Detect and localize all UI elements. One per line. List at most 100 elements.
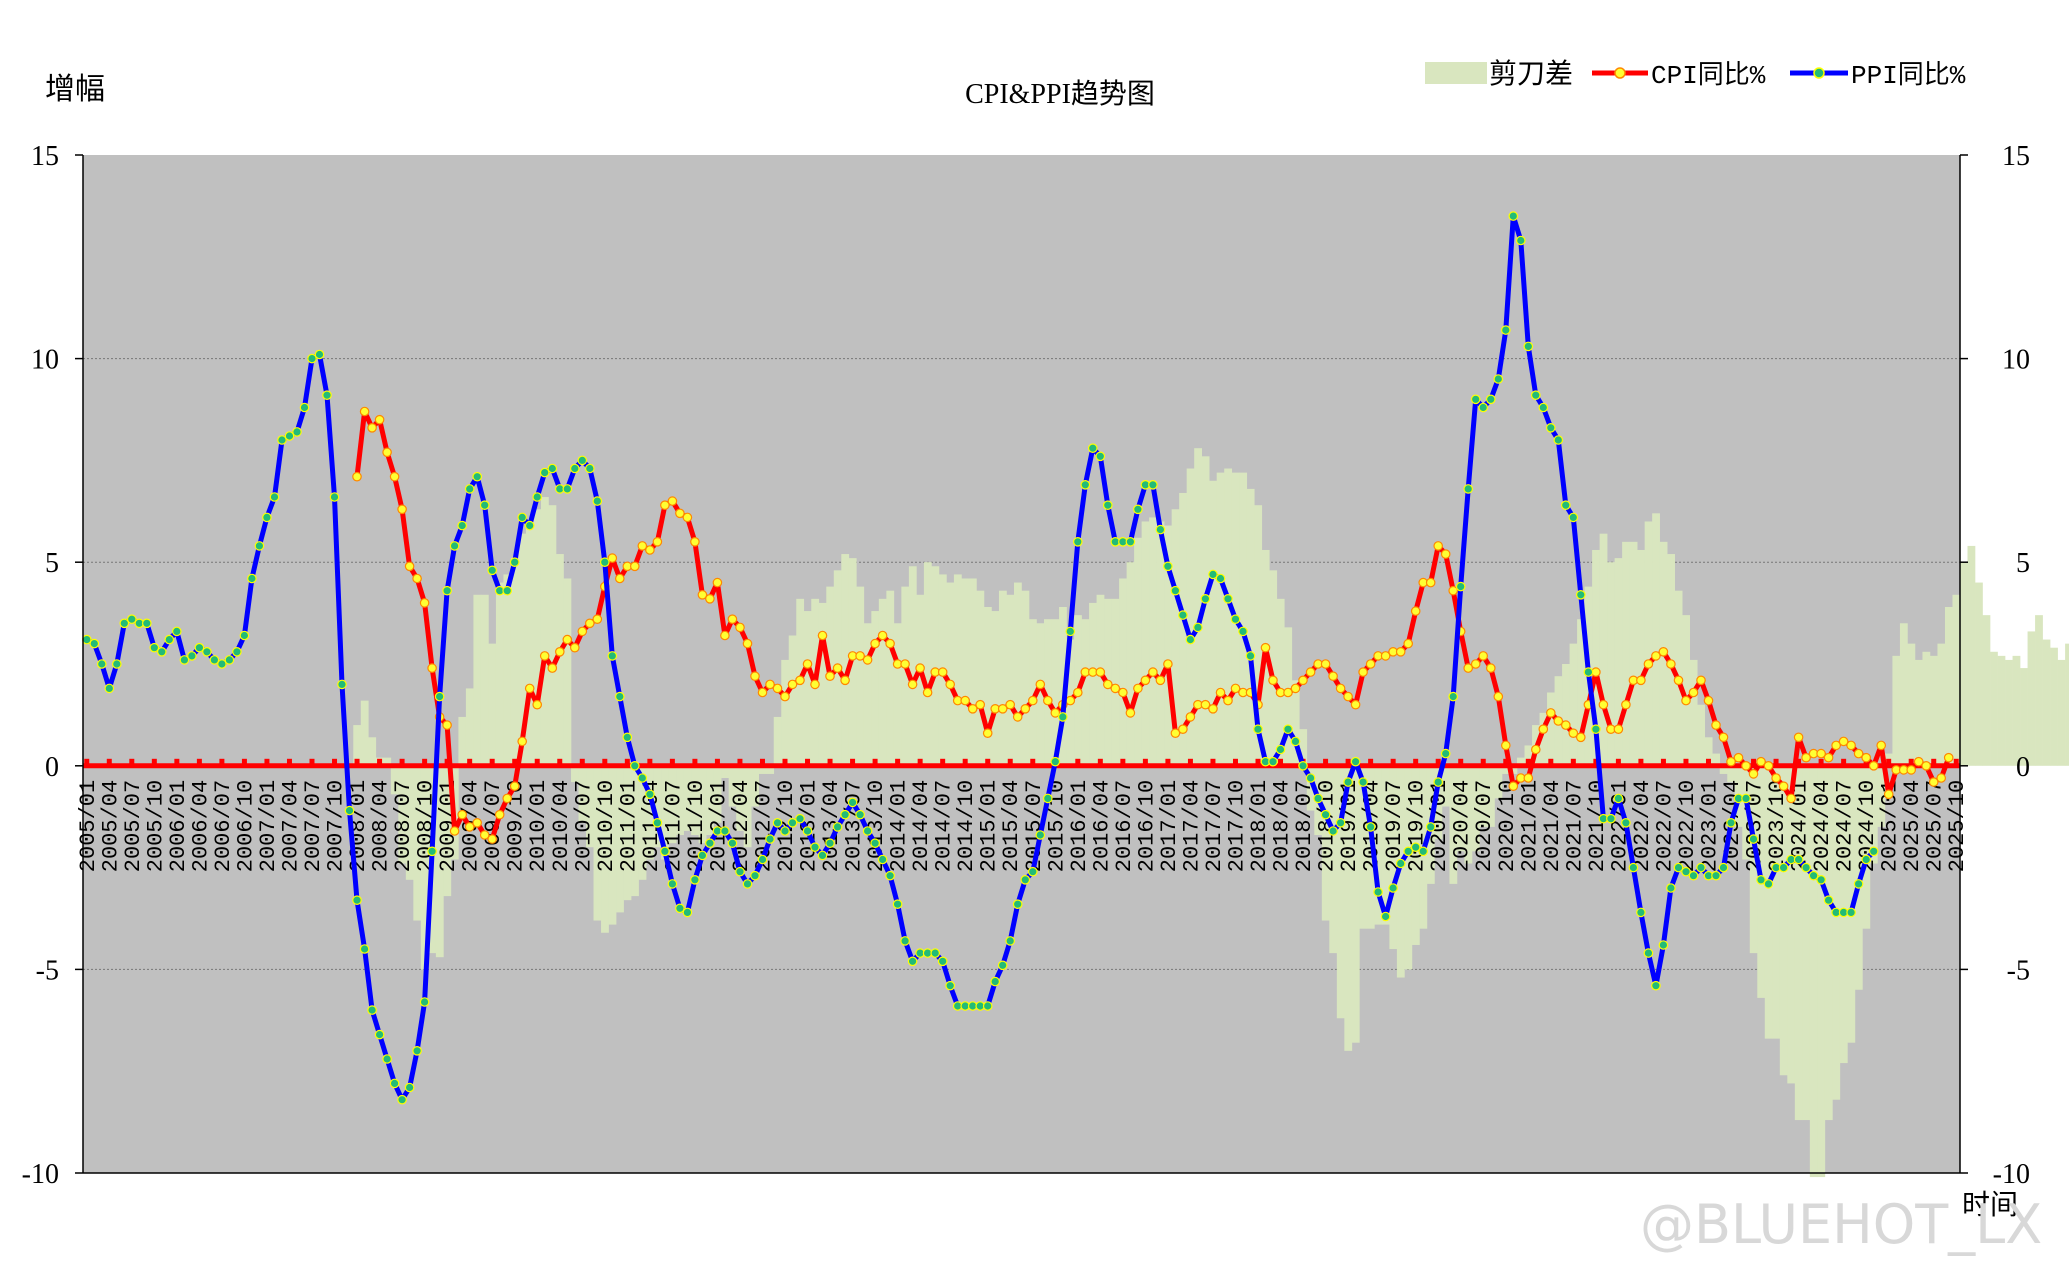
zero-line-marker bbox=[602, 758, 608, 764]
x-tick-label: 2017/07 bbox=[1202, 780, 1227, 872]
ppi-point bbox=[1778, 862, 1789, 873]
y-tick-label-left: 15 bbox=[31, 141, 59, 172]
ppi-point bbox=[1793, 854, 1804, 865]
cpi-point bbox=[757, 687, 768, 698]
gap-bar bbox=[1637, 549, 1645, 766]
gap-bar bbox=[548, 505, 557, 766]
cpi-point bbox=[1831, 740, 1841, 751]
zero-line-marker bbox=[1278, 758, 1284, 764]
x-tick-label: 2011/01 bbox=[616, 780, 641, 872]
ppi-point bbox=[1403, 846, 1413, 857]
ppi-point bbox=[810, 842, 820, 852]
gap-bar bbox=[1351, 765, 1360, 1043]
ppi-point bbox=[892, 899, 903, 909]
ppi-point bbox=[1523, 341, 1534, 352]
zero-line-marker bbox=[489, 758, 495, 764]
ppi-point bbox=[1741, 793, 1751, 804]
zero-line-marker bbox=[1886, 758, 1892, 764]
ppi-point bbox=[367, 1005, 377, 1015]
y-tick-label-right: -5 bbox=[2007, 955, 2030, 986]
cpi-point bbox=[1853, 748, 1864, 759]
gap-bar bbox=[1396, 765, 1405, 978]
ppi-point bbox=[539, 467, 550, 478]
cpi-point bbox=[1095, 667, 1106, 677]
ppi-point bbox=[97, 659, 107, 669]
gap-bar bbox=[2065, 643, 2069, 766]
gap-bar bbox=[533, 509, 542, 766]
gap-bar bbox=[518, 533, 527, 766]
ppi-point bbox=[1155, 524, 1166, 535]
cpi-point bbox=[697, 589, 708, 600]
x-tick-label: 2022/07 bbox=[1652, 780, 1677, 872]
x-tick-label: 2014/07 bbox=[932, 780, 957, 872]
zero-line-marker bbox=[84, 758, 90, 764]
x-tick-label: 2012/01 bbox=[706, 780, 731, 872]
gap-bar bbox=[2050, 647, 2058, 766]
gap-bar bbox=[1096, 594, 1105, 766]
ppi-point bbox=[637, 773, 648, 783]
cpi-point bbox=[915, 663, 925, 673]
gap-bar bbox=[1441, 765, 1450, 807]
gap-bar bbox=[1156, 521, 1165, 766]
zero-line-marker bbox=[1705, 758, 1711, 764]
ppi-point bbox=[945, 980, 955, 991]
gap-bar bbox=[1727, 765, 1736, 783]
gap-bar bbox=[1704, 737, 1713, 766]
gap-bar bbox=[1569, 643, 1578, 766]
gap-bar bbox=[353, 725, 362, 766]
ppi-point bbox=[224, 655, 235, 665]
ppi-point bbox=[487, 565, 497, 576]
cpi-point bbox=[1410, 606, 1421, 616]
gap-bar bbox=[2012, 655, 2021, 766]
zero-line-marker bbox=[692, 758, 698, 764]
ppi-point bbox=[817, 850, 828, 861]
zero-line-marker bbox=[1458, 758, 1464, 764]
gap-bar bbox=[1592, 549, 1600, 766]
zero-line-marker bbox=[534, 758, 540, 764]
ppi-point bbox=[750, 870, 760, 881]
gap-bar bbox=[1562, 664, 1570, 766]
ppi-point bbox=[1538, 402, 1549, 413]
gap-bar bbox=[1111, 598, 1120, 766]
x-tick-label: 2006/10 bbox=[233, 780, 258, 872]
ppi-point bbox=[1283, 724, 1293, 734]
cpi-point bbox=[1786, 793, 1796, 804]
ppi-point bbox=[930, 948, 940, 958]
ppi-point bbox=[1088, 443, 1098, 453]
ppi-point bbox=[149, 642, 160, 653]
zero-line-marker bbox=[1615, 758, 1621, 764]
ppi-point bbox=[1508, 211, 1519, 221]
x-tick-labels: 2005/012005/042005/072005/102006/012006/… bbox=[76, 780, 1970, 872]
gap-bar bbox=[721, 765, 729, 779]
cpi-point bbox=[494, 809, 505, 820]
x-tick-label: 2017/01 bbox=[1157, 780, 1182, 872]
cpi-point bbox=[712, 577, 723, 588]
ppi-point bbox=[997, 960, 1008, 971]
gap-bar bbox=[1336, 765, 1345, 1019]
ppi-point bbox=[1658, 940, 1669, 950]
cpi-point bbox=[1140, 675, 1151, 686]
cpi-point bbox=[982, 728, 993, 738]
zero-line-marker bbox=[1368, 758, 1374, 764]
ppi-point bbox=[937, 956, 948, 967]
cpi-point bbox=[1208, 703, 1218, 714]
x-tick-label: 2018/04 bbox=[1270, 780, 1295, 872]
legend-swatch-gap bbox=[1425, 62, 1487, 84]
zero-line-marker bbox=[332, 758, 338, 764]
cpi-point bbox=[810, 679, 820, 690]
ppi-point bbox=[855, 809, 865, 820]
gap-bar bbox=[510, 558, 519, 766]
zero-line-marker bbox=[422, 758, 428, 764]
cpi-point bbox=[855, 651, 865, 661]
ppi-point bbox=[675, 903, 685, 914]
ppi-point bbox=[682, 907, 693, 918]
gap-bar bbox=[1494, 765, 1503, 799]
ppi-point bbox=[1651, 980, 1661, 991]
cpi-point bbox=[735, 622, 745, 633]
zero-line-marker bbox=[1323, 758, 1329, 764]
gap-bar bbox=[1381, 765, 1390, 925]
zero-line-marker bbox=[219, 758, 225, 764]
ppi-point bbox=[232, 646, 242, 657]
gap-bar bbox=[953, 574, 962, 766]
x-tick-label: 2014/04 bbox=[909, 780, 934, 872]
